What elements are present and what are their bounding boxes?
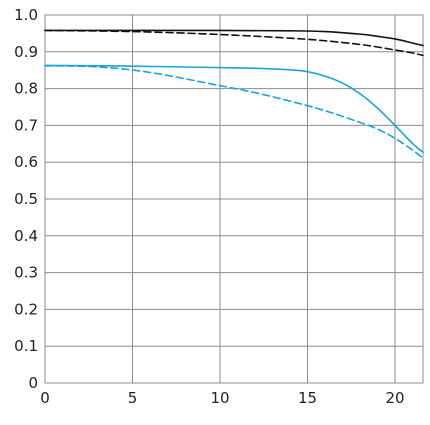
x-tick-label: 5 [128, 389, 138, 407]
y-tick-label: 0.8 [14, 80, 38, 98]
y-tick-label: 1.0 [14, 6, 38, 24]
series-layer [44, 29, 424, 159]
x-tick-label: 0 [40, 389, 50, 407]
y-tick-label: 0.1 [14, 337, 38, 355]
grid-layer [44, 14, 424, 384]
x-tick-label: 15 [298, 389, 317, 407]
y-tick-label: 0.6 [14, 153, 38, 171]
y-tick-label: 0.3 [14, 264, 38, 282]
x-tick-label: 20 [385, 389, 404, 407]
y-tick-label: 0.5 [14, 190, 38, 208]
y-tick-label: 0.4 [14, 227, 38, 245]
series-line-blue-dashed [44, 64, 424, 159]
y-tick-label: 0.7 [14, 116, 38, 134]
series-line-black-dashed [44, 29, 424, 57]
series-line-blue-solid [44, 64, 424, 154]
x-tick-label: 10 [210, 389, 229, 407]
series-line-black-solid [44, 29, 424, 47]
y-tick-label: 0 [28, 374, 38, 392]
y-tick-label: 0.9 [14, 43, 38, 61]
y-tick-label: 0.2 [14, 300, 38, 318]
tick-layer: 0 0.1 0.2 0.3 0.4 0.5 0.6 0.7 0.8 0.9 1.0 0 5 10 15 20 [14, 6, 404, 407]
plot-frame [44, 14, 424, 384]
